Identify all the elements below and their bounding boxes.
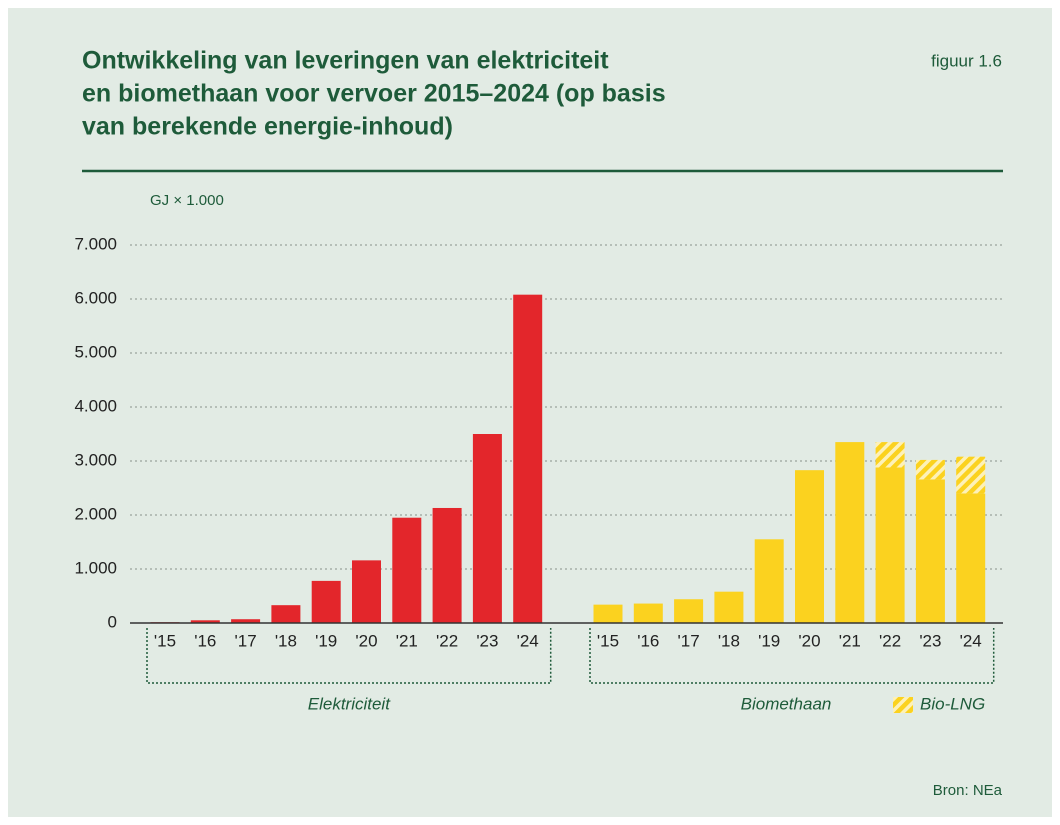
x-tick-label: '16 <box>637 631 659 650</box>
group-bracket <box>589 628 995 684</box>
bar-segment-hatched <box>915 459 945 480</box>
y-tick-label: 1.000 <box>74 558 117 577</box>
x-tick-label: '17 <box>235 631 257 650</box>
x-tick-label: '20 <box>355 631 377 650</box>
bar <box>352 560 381 623</box>
x-tick-label: '24 <box>960 631 982 650</box>
x-tick-label: '22 <box>879 631 901 650</box>
chart-title: Ontwikkeling van leveringen van elektric… <box>82 47 609 75</box>
legend-swatch <box>893 697 913 713</box>
group-bracket <box>146 628 552 684</box>
x-tick-label: '21 <box>396 631 418 650</box>
x-tick-label: '24 <box>517 631 539 650</box>
x-tick-label: '19 <box>315 631 337 650</box>
figure-label: figuur 1.6 <box>931 51 1002 70</box>
bar <box>190 620 220 623</box>
y-tick-label: 4.000 <box>74 396 117 415</box>
x-tick-label: '23 <box>919 631 941 650</box>
bar-segment-hatched <box>875 442 905 468</box>
x-tick-label: '20 <box>798 631 820 650</box>
group-label: Biomethaan <box>741 694 832 713</box>
y-tick-label: 7.000 <box>74 234 117 253</box>
chart-title: en biomethaan voor vervoer 2015–2024 (op… <box>82 80 666 108</box>
bar <box>392 517 422 623</box>
x-tick-label: '16 <box>194 631 216 650</box>
y-tick-label: 5.000 <box>74 342 117 361</box>
y-tick-label: 6.000 <box>74 288 117 307</box>
bar <box>513 294 543 623</box>
y-tick-label: 2.000 <box>74 504 117 523</box>
x-tick-label: '18 <box>718 631 740 650</box>
x-tick-label: '18 <box>275 631 297 650</box>
bar <box>593 604 623 623</box>
bar <box>795 470 824 623</box>
bar-segment-hatched <box>956 456 986 494</box>
x-tick-label: '19 <box>758 631 780 650</box>
legend-label: Bio-LNG <box>920 694 985 713</box>
x-tick-label: '15 <box>154 631 176 650</box>
y-tick-label: 0 <box>108 612 117 631</box>
bar <box>311 580 341 623</box>
x-tick-label: '21 <box>839 631 861 650</box>
bar <box>231 619 261 623</box>
y-axis-label: GJ × 1.000 <box>150 192 224 209</box>
x-tick-label: '15 <box>597 631 619 650</box>
bar <box>915 479 945 623</box>
source: Bron: NEa <box>933 782 1003 799</box>
x-tick-label: '23 <box>476 631 498 650</box>
y-tick-label: 3.000 <box>74 450 117 469</box>
chart-title: van berekende energie-inhoud) <box>82 113 453 141</box>
x-tick-label: '22 <box>436 631 458 650</box>
bar <box>714 591 744 623</box>
x-tick-label: '17 <box>678 631 700 650</box>
bar <box>956 493 986 623</box>
group-label: Elektriciteit <box>308 694 391 713</box>
bar <box>754 539 784 623</box>
bar <box>674 599 704 623</box>
bar <box>432 507 462 623</box>
bar <box>875 467 905 623</box>
bar <box>271 605 301 623</box>
bar <box>472 434 502 623</box>
bar <box>633 603 663 623</box>
bar <box>835 442 865 623</box>
